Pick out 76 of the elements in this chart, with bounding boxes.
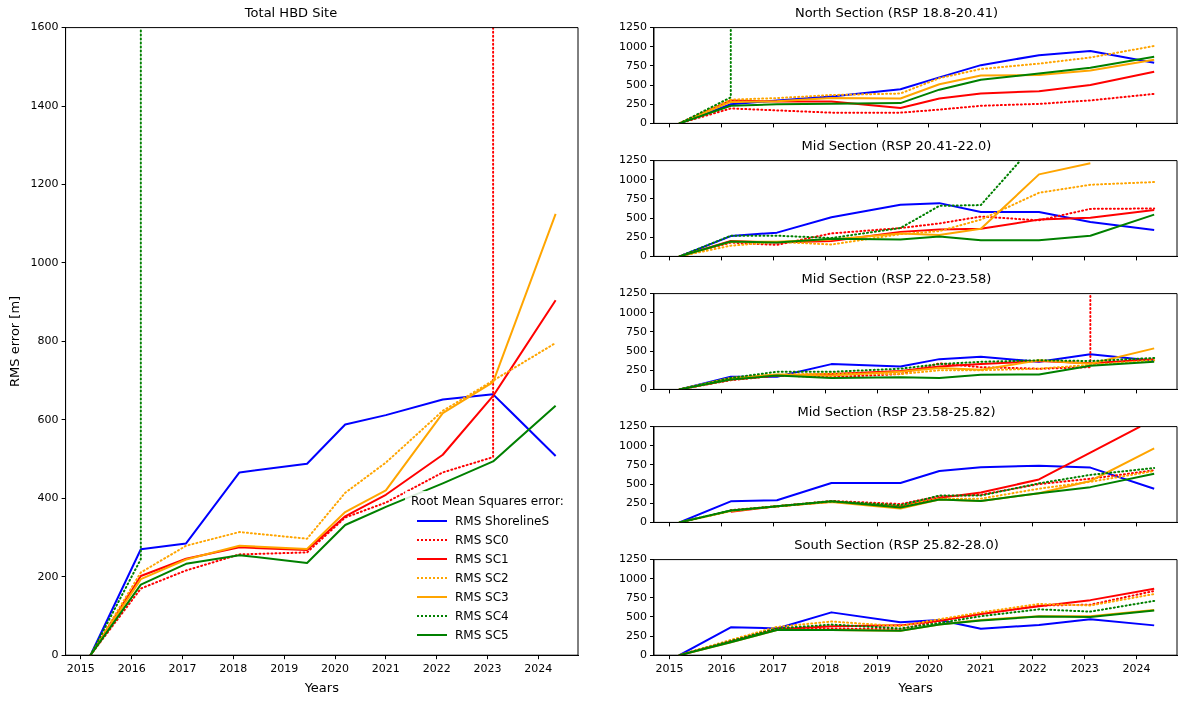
- legend-label: RMS SC1: [455, 551, 509, 566]
- x-tick-label: 2017: [759, 661, 788, 675]
- y-tick-label: 1000: [30, 255, 59, 269]
- y-tick-label: 250: [625, 363, 647, 377]
- y-tick-label: 0: [639, 515, 647, 529]
- x-tick-label: 2015: [66, 661, 95, 675]
- y-tick-label: 0: [639, 648, 647, 662]
- legend-label: RMS SC4: [455, 608, 509, 623]
- x-tick-label: 2024: [1122, 661, 1151, 675]
- y-tick-label: 250: [625, 230, 647, 244]
- y-tick-label: 0: [51, 648, 59, 662]
- chart-title: Mid Section (RSP 23.58-25.82): [797, 404, 996, 420]
- y-tick-label: 750: [625, 590, 647, 604]
- x-tick-label: 2018: [219, 661, 248, 675]
- y-tick-label: 1000: [618, 438, 647, 452]
- y-tick-label: 500: [625, 343, 647, 357]
- legend-label: RMS SC0: [455, 532, 509, 547]
- x-tick-label: 2024: [524, 661, 553, 675]
- y-tick-label: 1250: [618, 286, 647, 300]
- y-axis-title: RMS error [m]: [7, 295, 23, 387]
- y-tick-label: 800: [37, 334, 59, 348]
- x-tick-label: 2021: [371, 661, 400, 675]
- x-tick-label: 2015: [655, 661, 684, 675]
- x-tick-label: 2020: [914, 661, 943, 675]
- chart-title: North Section (RSP 18.8-20.41): [794, 5, 999, 21]
- x-tick-label: 2023: [473, 661, 502, 675]
- y-tick-label: 1250: [618, 419, 647, 433]
- chart-title: Mid Section (RSP 22.0-23.58): [801, 271, 992, 287]
- legend-label: RMS ShorelineS: [455, 513, 550, 528]
- x-tick-label: 2016: [117, 661, 146, 675]
- chart-title: South Section (RSP 25.82-28.0): [794, 537, 999, 553]
- y-tick-label: 500: [625, 77, 647, 91]
- y-tick-label: 1000: [618, 172, 647, 186]
- y-tick-label: 1000: [618, 39, 647, 53]
- chart-title: Total HBD Site: [243, 5, 338, 21]
- y-tick-label: 200: [37, 569, 59, 583]
- y-tick-label: 0: [639, 249, 647, 263]
- y-tick-label: 0: [639, 116, 647, 130]
- x-tick-label: 2020: [321, 661, 350, 675]
- y-tick-label: 500: [625, 609, 647, 623]
- y-tick-label: 1000: [618, 571, 647, 585]
- y-tick-label: 400: [37, 491, 59, 505]
- legend-title: Root Mean Squares error:: [411, 494, 564, 509]
- y-tick-label: 1000: [618, 305, 647, 319]
- y-tick-label: 1200: [30, 177, 59, 191]
- legend-label: RMS SC2: [455, 570, 509, 585]
- x-axis-title: Years: [897, 679, 933, 695]
- y-tick-label: 250: [625, 496, 647, 510]
- y-tick-label: 750: [625, 457, 647, 471]
- y-tick-label: 1250: [618, 20, 647, 34]
- x-tick-label: 2022: [1018, 661, 1047, 675]
- x-tick-label: 2019: [270, 661, 299, 675]
- y-tick-label: 250: [625, 97, 647, 111]
- x-axis-title: Years: [303, 679, 340, 695]
- y-tick-label: 1600: [30, 20, 59, 34]
- x-tick-label: 2023: [1070, 661, 1099, 675]
- y-tick-label: 600: [37, 412, 59, 426]
- x-tick-label: 2022: [422, 661, 451, 675]
- y-tick-label: 1400: [30, 98, 59, 112]
- legend-label: RMS SC3: [455, 589, 509, 604]
- y-tick-label: 1250: [618, 153, 647, 167]
- x-tick-label: 2017: [168, 661, 197, 675]
- x-tick-label: 2021: [966, 661, 995, 675]
- y-tick-label: 1250: [618, 552, 647, 566]
- y-tick-label: 500: [625, 210, 647, 224]
- legend-label: RMS SC5: [455, 627, 509, 642]
- chart-title: Mid Section (RSP 20.41-22.0): [801, 138, 992, 154]
- y-tick-label: 750: [625, 324, 647, 338]
- y-tick-label: 0: [639, 382, 647, 396]
- y-tick-label: 750: [625, 191, 647, 205]
- x-tick-label: 2019: [863, 661, 892, 675]
- y-tick-label: 500: [625, 476, 647, 490]
- y-tick-label: 250: [625, 628, 647, 642]
- y-tick-label: 750: [625, 58, 647, 72]
- x-tick-label: 2018: [811, 661, 840, 675]
- x-tick-label: 2016: [707, 661, 736, 675]
